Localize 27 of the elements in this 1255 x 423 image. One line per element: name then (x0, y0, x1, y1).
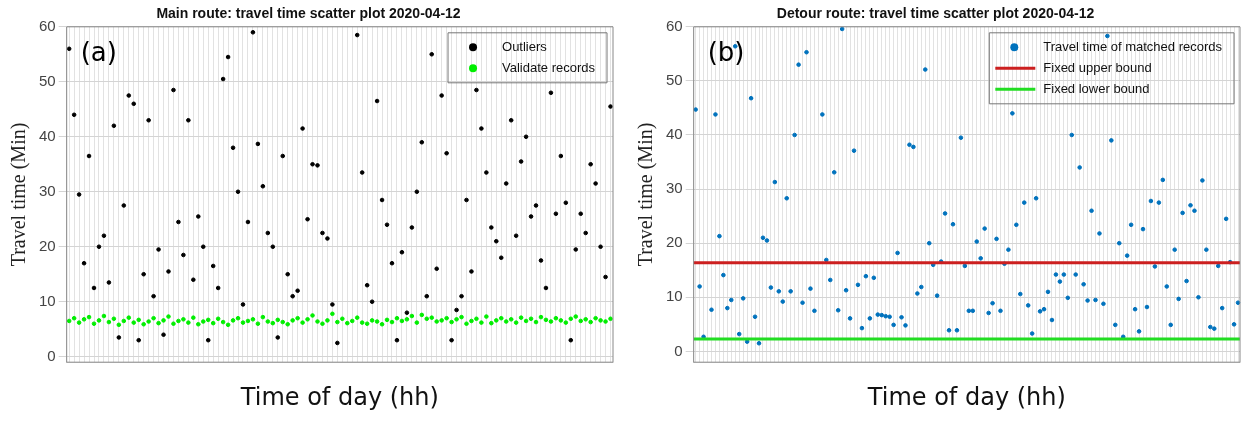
legend-label: Travel time of matched records (1043, 38, 1223, 54)
y-tick-label: 30 (39, 181, 56, 199)
y-tick-label: 50 (666, 71, 683, 89)
legend-label: Outliers (502, 38, 548, 54)
x-axis-title: Time of day (hh) (239, 382, 439, 411)
y-tick-label: 40 (666, 125, 683, 143)
legend-label: Validate records (502, 59, 596, 75)
chart-title: Main route: travel time scatter plot 2020-04-12 (156, 5, 461, 22)
y-tick-label: 0 (47, 346, 56, 364)
x-axis-title: Time of day (hh) (866, 382, 1066, 411)
y-tick-label: 0 (674, 341, 683, 359)
y-tick-label: 40 (39, 126, 56, 144)
legend-label: Fixed lower bound (1043, 80, 1150, 96)
y-tick-label: 60 (666, 16, 683, 34)
annotation: (a) (80, 36, 117, 67)
y-tick-label: 10 (666, 287, 683, 305)
y-tick-label: 20 (666, 233, 683, 251)
y-tick-label: 20 (39, 236, 56, 254)
y-axis-title: Travel time (Min) (634, 122, 658, 267)
y-tick-label: 30 (666, 179, 683, 197)
y-axis-title: Travel time (Min) (7, 122, 31, 267)
y-tick-label: 10 (39, 291, 56, 309)
chart-title: Detour route: travel time scatter plot 2020-04-12 (776, 5, 1095, 22)
y-tick-label: 50 (39, 71, 56, 89)
legend-label: Fixed upper bound (1043, 59, 1152, 75)
annotation: (b) (707, 36, 745, 67)
y-tick-label: 60 (39, 16, 56, 34)
